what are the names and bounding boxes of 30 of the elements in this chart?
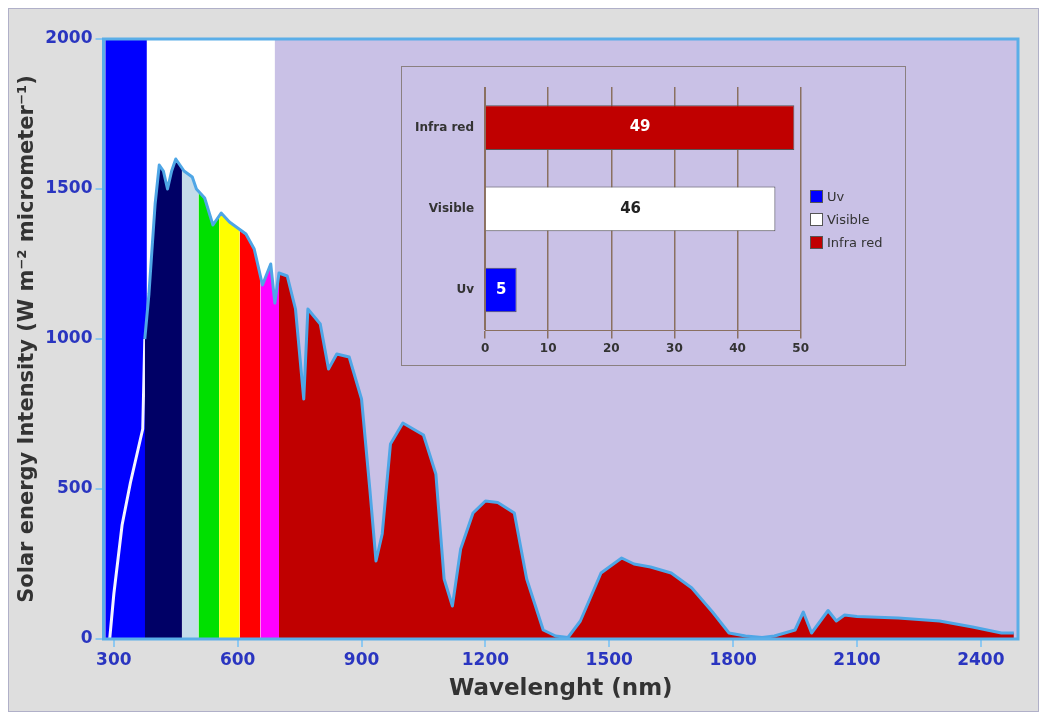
y-tick-label: 0 xyxy=(80,627,93,648)
x-tick-label: 2100 xyxy=(833,648,881,669)
x-tick-label: 30 xyxy=(666,340,683,355)
y-tick-label: 500 xyxy=(57,477,93,498)
x-tick-label: 20 xyxy=(602,340,620,355)
x-tick-label: 600 xyxy=(219,648,256,669)
x-tick-label: 900 xyxy=(343,648,380,669)
y-axis-title: Solar energy Intensity (W m⁻² micrometer⁻¹) xyxy=(14,75,39,603)
legend-label: Infra red xyxy=(827,234,883,252)
x-tick-label: 2400 xyxy=(957,648,1005,669)
x-axis-title: Wavelenght (nm) xyxy=(448,674,673,701)
y-tick-label: 1500 xyxy=(45,177,93,198)
x-tick-label: 50 xyxy=(792,340,809,355)
x-tick-label: 40 xyxy=(729,340,746,355)
data-label: 49 xyxy=(629,117,651,136)
x-tick-label: 0 xyxy=(480,340,490,355)
x-tick-label: 1200 xyxy=(461,648,510,669)
y-tick-label: Visible xyxy=(428,200,475,215)
x-tick-label: 1800 xyxy=(709,648,757,669)
data-label: 46 xyxy=(620,198,642,217)
x-tick-label: 300 xyxy=(96,648,132,669)
legend-label: Uv xyxy=(827,188,845,206)
legend-label: Visible xyxy=(827,211,870,229)
x-tick-label: 10 xyxy=(539,340,557,355)
y-tick-label: Infra red xyxy=(414,119,475,134)
y-tick-label: 2000 xyxy=(45,27,93,48)
y-tick-label: Uv xyxy=(456,282,475,297)
data-label: 5 xyxy=(496,279,507,298)
x-tick-label: 1500 xyxy=(585,648,634,669)
y-tick-label: 1000 xyxy=(45,327,93,348)
